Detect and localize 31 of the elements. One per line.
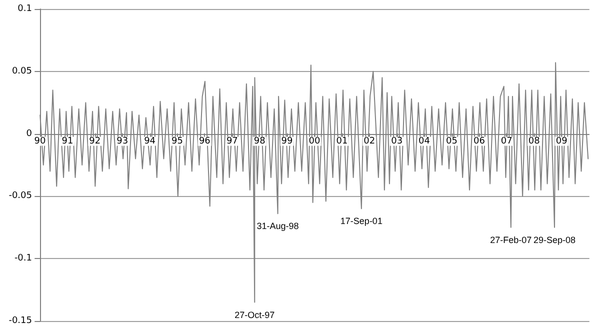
x-tick-label: 07 — [500, 136, 512, 146]
x-tick-label: 02 — [364, 136, 376, 146]
x-tick-label: 94 — [144, 136, 156, 146]
x-tick-label: 08 — [528, 136, 540, 146]
x-tick-label: 04 — [418, 136, 430, 146]
y-tick-label: -0.05 — [8, 191, 32, 202]
x-tick-label: 96 — [198, 136, 211, 146]
x-tick-label: 97 — [226, 136, 238, 146]
x-tick-label: 91 — [62, 136, 74, 146]
x-tick-label: 93 — [116, 136, 128, 146]
y-tick-label: -0.15 — [8, 316, 32, 326]
y-tick-label: -0.1 — [14, 254, 32, 264]
annotation: 27-Feb-07 — [490, 234, 532, 245]
y-tick-label: 0.05 — [12, 66, 32, 76]
x-tick-label: 92 — [89, 136, 101, 146]
x-tick-label: 09 — [556, 136, 568, 146]
x-tick-label: 05 — [446, 136, 458, 146]
x-tick-label: 03 — [391, 136, 403, 146]
annotation: 27-Oct-97 — [234, 310, 275, 320]
x-tick-label: 98 — [254, 136, 266, 146]
y-tick-label: 0 — [26, 128, 32, 139]
annotation: 29-Sep-08 — [533, 234, 576, 245]
x-tick-label: 90 — [34, 136, 46, 146]
annotation: 31-Aug-98 — [256, 221, 299, 232]
x-tick-label: 01 — [336, 136, 348, 146]
x-tick-label: 95 — [172, 136, 183, 146]
y-tick-label: 0.1 — [18, 4, 32, 14]
x-tick-label: 00 — [308, 136, 320, 146]
annotation: 17-Sep-01 — [340, 216, 382, 226]
x-tick-label: 99 — [281, 136, 294, 146]
x-tick-label: 06 — [473, 136, 486, 146]
